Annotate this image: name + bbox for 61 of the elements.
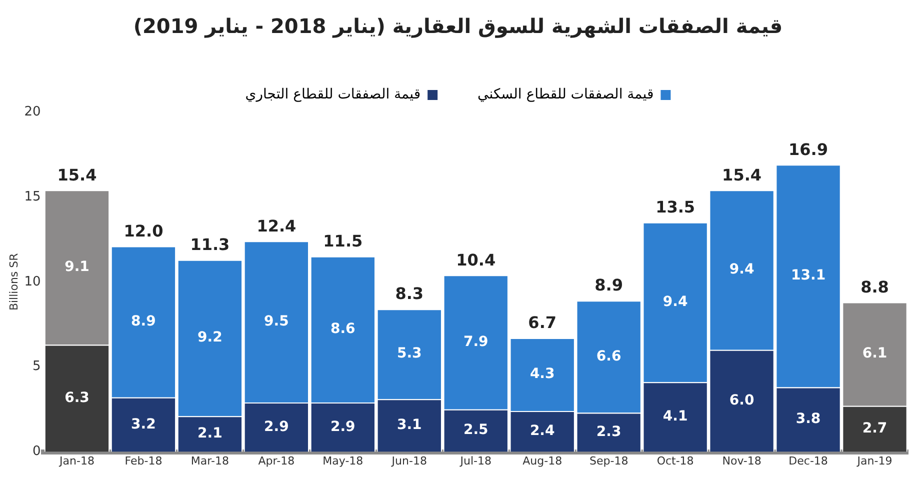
y-tick-label: 15 [24, 189, 41, 204]
x-tick-label: Jun-18 [390, 454, 427, 468]
total-label: 15.4 [57, 165, 97, 184]
data-label: 9.1 [64, 259, 90, 276]
data-label: 9.2 [198, 330, 222, 346]
total-label: 11.3 [190, 234, 230, 254]
data-label: 13.1 [791, 268, 826, 284]
y-tick-label: 10 [24, 274, 41, 290]
data-label: 7.9 [463, 334, 488, 350]
total-label: 6.7 [528, 313, 557, 332]
total-label: 15.4 [722, 165, 762, 184]
data-label: 6.3 [64, 390, 90, 406]
data-label: 2.9 [264, 418, 289, 435]
data-label: 6.0 [729, 392, 754, 408]
total-label: 8.3 [395, 284, 424, 304]
data-label: 9.4 [662, 294, 688, 310]
total-label: 12.0 [124, 221, 164, 240]
x-tick-label: Mar-18 [190, 454, 229, 468]
data-label: 2.9 [330, 418, 356, 435]
data-label: 2.4 [530, 423, 556, 440]
legend-label: قيمة الصفقات للقطاع التجاري [245, 86, 421, 103]
data-label: 2.5 [463, 422, 488, 438]
x-tick-label: Oct-18 [656, 454, 694, 468]
data-label: 2.3 [596, 424, 622, 440]
data-label: 3.2 [131, 416, 156, 432]
x-tick-label: Sep-18 [589, 454, 628, 468]
data-label: 4.3 [530, 366, 555, 382]
y-axis-title: Billions SR [7, 252, 20, 311]
total-label: 8.9 [594, 276, 624, 295]
data-label: 9.5 [264, 313, 289, 330]
x-tick-label: Feb-18 [124, 454, 162, 468]
x-tick-label: May-18 [322, 454, 364, 468]
x-tick-label: Jan-18 [58, 454, 94, 468]
data-label: 3.1 [396, 417, 422, 434]
data-label: 2.1 [198, 426, 222, 442]
data-label: 9.4 [729, 262, 754, 278]
data-label: 6.6 [596, 348, 622, 364]
chart-title: قيمة الصفقات الشهرية للسوق العقارية (يناير 2018 - يناير 2019) [133, 14, 783, 38]
legend-label: قيمة الصفقات للقطاع السكني [478, 86, 654, 103]
data-label: 4.1 [662, 408, 688, 425]
x-tick-label: Apr-18 [258, 454, 295, 468]
total-label: 12.4 [256, 216, 296, 236]
y-tick-label: 5 [32, 359, 41, 374]
x-tick-label: Jan-19 [856, 454, 892, 468]
total-label: 11.5 [323, 232, 363, 251]
y-tick-label: 0 [32, 444, 41, 460]
data-label: 6.1 [862, 346, 888, 362]
data-label: 5.3 [396, 346, 422, 362]
x-tick-label: Aug-18 [522, 454, 562, 468]
y-tick-label: 20 [24, 104, 41, 120]
x-tick-label: Dec-18 [788, 454, 828, 468]
data-label: 8.6 [330, 321, 356, 338]
data-label: 8.9 [131, 313, 156, 330]
total-label: 8.8 [860, 277, 889, 296]
data-label: 3.8 [796, 411, 821, 428]
x-tick-label: Jul-18 [459, 454, 492, 468]
total-label: 10.4 [456, 250, 496, 270]
total-label: 16.9 [788, 140, 828, 159]
x-tick-label: Nov-18 [722, 454, 762, 468]
data-label: 2.7 [862, 420, 888, 437]
total-label: 13.5 [656, 198, 696, 217]
